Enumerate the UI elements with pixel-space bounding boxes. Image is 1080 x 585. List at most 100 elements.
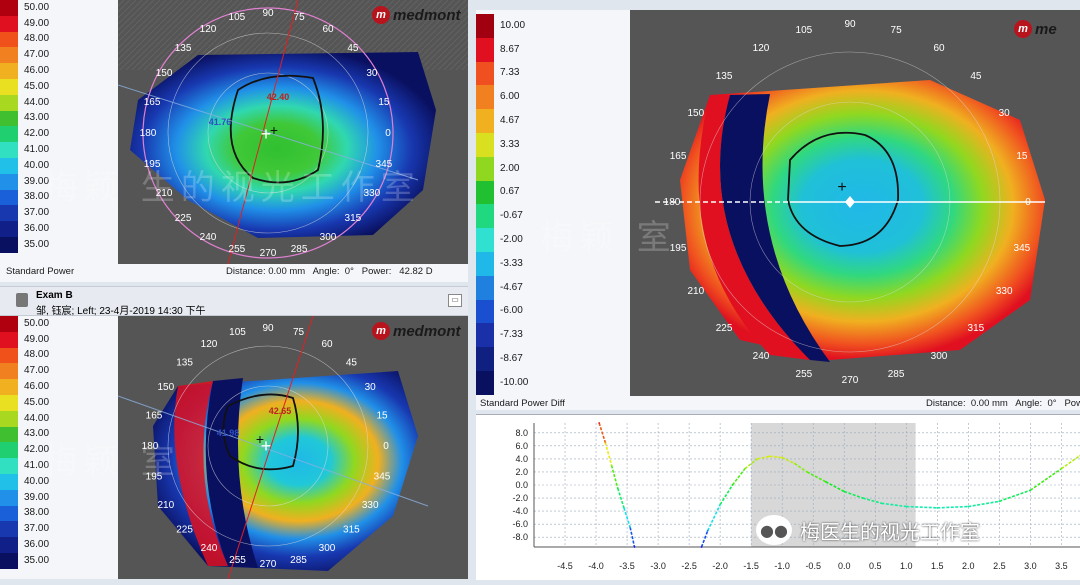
brand-logo-top: m medmont — [372, 6, 461, 24]
profile-chart[interactable]: -4.5 -4.0 -3.5 -3.0 -2.5 -2.0 -1.5 -1.0 -0.5 0.0 0… — [476, 415, 1080, 580]
x-tick-label: -4.0 — [588, 561, 604, 571]
series-main-segment-segment — [825, 481, 845, 493]
angle-tick-210: 210 — [687, 286, 704, 297]
angle-tick-345: 345 — [1014, 243, 1031, 254]
corneal-map-top: + + 42.40 41.76 90 7560453015034533031530… — [118, 0, 468, 264]
legend-row: 44.00 — [0, 410, 60, 427]
legend-label: 2.00 — [500, 162, 520, 174]
angle-tick-75: 75 — [294, 12, 306, 23]
series-left-segment-segment — [610, 465, 619, 489]
angle-tick-75: 75 — [891, 25, 903, 36]
legend-label: -3.33 — [500, 257, 523, 269]
series-left-segment-point — [610, 464, 613, 467]
x-tick-label: 0.5 — [869, 561, 882, 571]
series-left-segment-point — [633, 546, 636, 548]
legend-label: 43.00 — [24, 428, 50, 440]
legend-swatch — [476, 299, 494, 324]
legend-label: 49.00 — [24, 17, 50, 29]
x-tick-label: -2.0 — [712, 561, 728, 571]
svg-text:+: + — [261, 124, 272, 144]
angle-tick-195: 195 — [670, 243, 687, 254]
angle-tick-135: 135 — [175, 43, 192, 54]
topography-map-bottom[interactable]: + + 42.65 41.98 90 75 60 45 30 15 0 345 330 315 30… — [118, 316, 468, 579]
topography-map-top[interactable]: + + 42.40 41.76 90 75 60 45 30 15 0 345 330 315 30… — [118, 0, 468, 264]
angle-tick-60: 60 — [321, 339, 333, 350]
status-diff: Distance: 0.00 mm Angle: 0° Power: -3.5 — [926, 398, 1080, 409]
legend-row: -8.67 — [476, 347, 536, 371]
series-main-segment-segment — [757, 455, 770, 460]
legend-row: 8.67 — [476, 37, 536, 62]
legend-row: 35.00 — [0, 236, 60, 253]
legend-swatch — [476, 228, 494, 252]
legend-swatch — [0, 394, 18, 411]
topography-map-diff[interactable]: + 90 75 60 45 30 15 0 345 330 315 300 285 270 255 240 2… — [630, 10, 1080, 396]
legend-swatch — [0, 15, 18, 32]
legend-row: 42.00 — [0, 442, 60, 459]
svg-text:+: + — [837, 179, 846, 196]
series-left-segment-segment — [629, 527, 636, 548]
legend-label: -0.67 — [500, 210, 523, 222]
angle-tick-180: 180 — [140, 128, 157, 139]
legend-label: 48.00 — [24, 33, 50, 45]
series-left-segment-segment — [623, 507, 631, 528]
legend-swatch — [0, 189, 18, 206]
series-main-segment-point — [905, 505, 908, 508]
legend-label: 0.67 — [500, 186, 520, 198]
legend-swatch — [0, 505, 18, 522]
series-main-segment-point — [706, 529, 709, 532]
restore-icon[interactable]: ▭ — [448, 294, 462, 307]
angle-tick-75: 75 — [293, 327, 305, 338]
legend-swatch — [476, 85, 494, 110]
legend-label: -6.00 — [500, 305, 523, 317]
series-left-segment-point — [629, 526, 632, 529]
y-tick-label: 8.0 — [515, 428, 528, 438]
legend-row: 49.00 — [0, 331, 60, 348]
brand-logo-bottom: m medmont — [372, 322, 461, 340]
legend-swatch — [0, 0, 18, 16]
legend-label: -8.67 — [500, 353, 523, 365]
angle-tick-195: 195 — [144, 159, 161, 170]
map-area — [130, 52, 436, 238]
legend-label: 48.00 — [24, 349, 50, 361]
label-center-left-b: 41.98 — [217, 428, 240, 438]
series-main-segment-point — [781, 456, 784, 459]
legend-label: -2.00 — [500, 234, 523, 246]
series-main-segment-segment — [999, 489, 1031, 503]
legend-row: -0.67 — [476, 204, 536, 229]
series-main-segment-segment — [781, 456, 795, 465]
corneal-map-bottom: + + 42.65 41.98 90 7560453015034533031530… — [118, 316, 468, 579]
legend-row: 38.00 — [0, 505, 60, 522]
x-tick-label: -1.5 — [743, 561, 759, 571]
legend-label: 40.00 — [24, 159, 50, 171]
exam-header: Exam B 邹, 钰宸; Left; 23-4月-2019 14:30 下午 … — [0, 286, 468, 317]
legend-row: 39.00 — [0, 489, 60, 506]
y-tick-label: 0.0 — [515, 480, 528, 490]
series-main-segment-segment — [862, 497, 882, 505]
svg-text:+: + — [256, 431, 264, 447]
angle-tick-300: 300 — [320, 232, 337, 243]
watermark-top: 梅颖 生的视光工作室 — [44, 168, 421, 208]
legend-swatch — [0, 316, 18, 332]
legend-label: 47.00 — [24, 365, 50, 377]
legend-swatch — [476, 37, 494, 62]
series-main-segment-segment — [968, 500, 1000, 508]
series-main-segment-segment — [843, 490, 864, 499]
angle-tick-90: 90 — [262, 323, 274, 334]
svg-text:+: + — [270, 122, 278, 138]
angle-tick-240: 240 — [201, 543, 218, 554]
legend-row: 37.00 — [0, 205, 60, 222]
legend-swatch — [0, 347, 18, 364]
series-left-segment-point — [623, 506, 625, 509]
legend-label: 50.00 — [24, 317, 50, 329]
legend-swatch — [0, 142, 18, 158]
angle-tick-255: 255 — [229, 244, 246, 255]
angle-tick-300: 300 — [931, 351, 948, 362]
series-main-segment-point — [768, 455, 771, 458]
angle-tick-0: 0 — [1025, 197, 1031, 208]
angle-tick-165: 165 — [146, 411, 163, 422]
x-tick-label: 2.5 — [993, 561, 1006, 571]
legend-label: 44.00 — [24, 412, 50, 424]
label-center-left: 41.76 — [209, 117, 232, 127]
series-main-segment-point — [793, 462, 796, 465]
legend-swatch — [0, 331, 18, 348]
